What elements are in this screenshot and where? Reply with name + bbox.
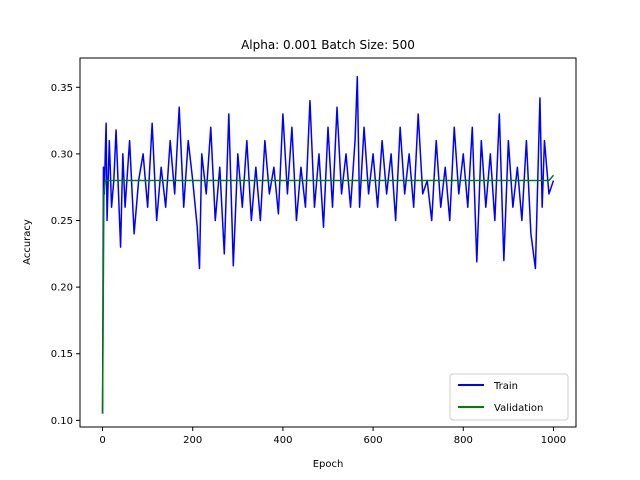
legend-train-label: Train [493, 381, 518, 392]
plot-frame [79, 57, 577, 428]
x-tick-label: 800 [454, 435, 473, 446]
y-tick-label: 0.25 [51, 216, 73, 227]
legend-validation-label: Validation [494, 403, 543, 414]
y-axis: 0.10 0.15 0.20 0.25 0.30 0.35 [51, 83, 80, 427]
x-tick-label: 0 [99, 435, 105, 446]
y-axis-label: Accuracy [22, 219, 33, 265]
y-tick-label: 0.35 [51, 83, 73, 94]
plot-area [79, 57, 577, 428]
y-tick-label: 0.30 [51, 149, 73, 160]
x-tick-label: 200 [183, 435, 202, 446]
x-tick-label: 600 [364, 435, 383, 446]
series-group [101, 75, 555, 414]
y-tick-label: 0.20 [51, 283, 73, 294]
y-tick-label: 0.10 [51, 416, 73, 427]
x-tick-label: 400 [273, 435, 292, 446]
x-axis-label: Epoch [313, 459, 344, 470]
x-tick-label: 1000 [541, 435, 566, 446]
legend: Train Validation [449, 373, 569, 421]
y-tick-label: 0.15 [51, 349, 73, 360]
series-line-validation [101, 174, 555, 414]
chart-title: Alpha: 0.001 Batch Size: 500 [241, 38, 415, 52]
x-axis: 0 200 400 600 800 1000 [99, 427, 566, 446]
